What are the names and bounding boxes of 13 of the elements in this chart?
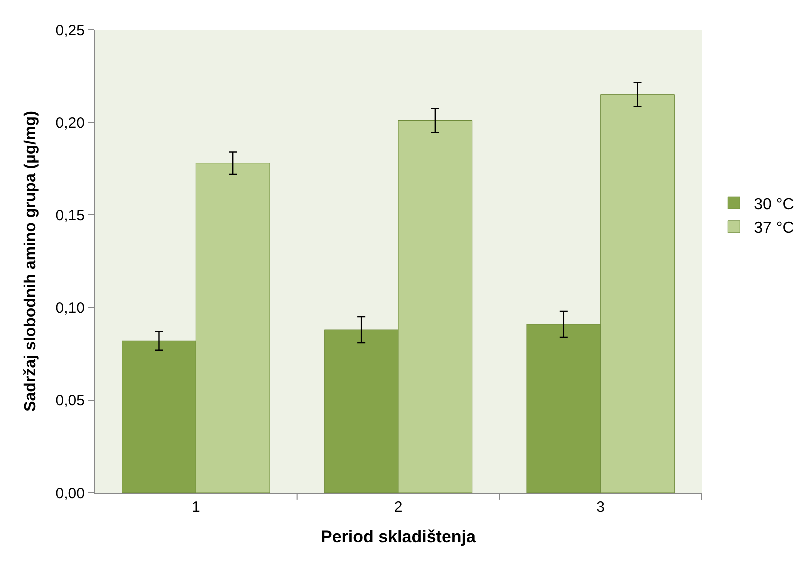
x-tick-label: 1 bbox=[192, 499, 200, 516]
y-tick-label: 0,05 bbox=[56, 392, 85, 410]
x-tick-label: 3 bbox=[596, 499, 605, 516]
y-tick-label: 0,25 bbox=[56, 22, 85, 40]
legend-label: 37 °C bbox=[754, 220, 794, 238]
legend-label: 30 °C bbox=[754, 196, 794, 214]
y-tick-label: 0,15 bbox=[56, 207, 85, 224]
y-tick-label: 0,20 bbox=[56, 114, 85, 132]
y-tick-label: 0,00 bbox=[56, 485, 85, 502]
y-tick-label: 0,10 bbox=[56, 300, 85, 318]
y-axis-title: Sadržaj slobodnih amino grupa (µg/mg) bbox=[22, 111, 40, 412]
x-tick-label: 2 bbox=[394, 499, 403, 516]
x-axis-title: Period skladištenja bbox=[321, 527, 477, 546]
